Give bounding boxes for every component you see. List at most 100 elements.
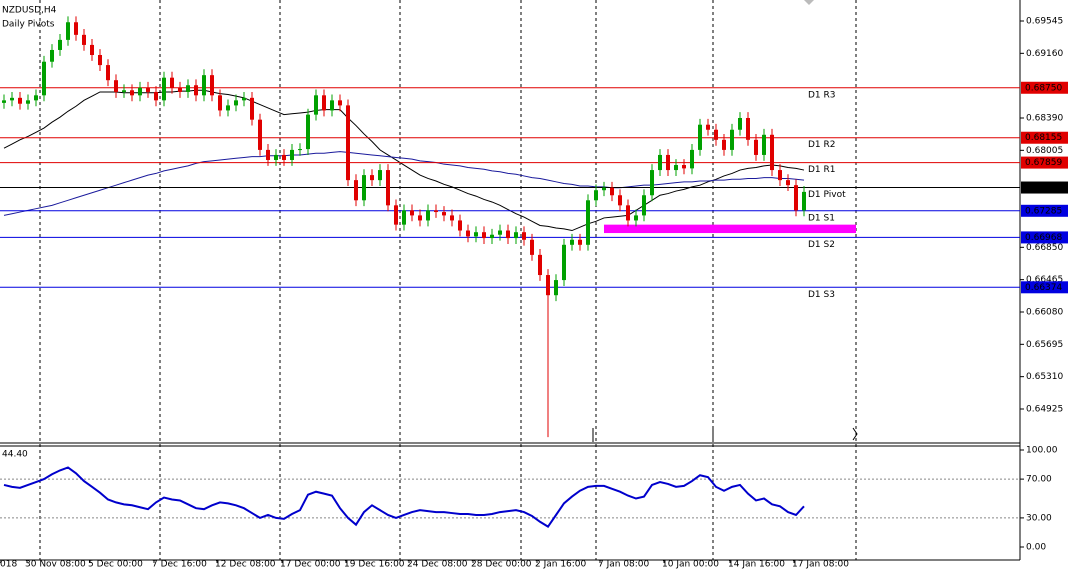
time-label: 24 Dec 08:00 bbox=[407, 560, 468, 570]
shift-marker bbox=[804, 0, 814, 5]
candle-body bbox=[114, 80, 118, 92]
candle-body bbox=[354, 180, 358, 201]
candle-body bbox=[426, 210, 430, 221]
candle-body bbox=[266, 149, 270, 160]
candle-body bbox=[554, 280, 558, 296]
candle-body bbox=[458, 220, 462, 231]
candle-body bbox=[738, 117, 742, 130]
candle-body bbox=[442, 212, 446, 216]
price-box-label: 0.66968 bbox=[1025, 233, 1062, 243]
candle-body bbox=[282, 154, 286, 160]
candle-body bbox=[786, 180, 790, 186]
candle-body bbox=[722, 139, 726, 150]
oscillator-label: 44.40 bbox=[2, 450, 28, 460]
osc-tick-label: 30.00 bbox=[1026, 513, 1052, 523]
price-box-label: 0.68155 bbox=[1025, 133, 1062, 143]
time-label: 12 Dec 08:00 bbox=[215, 560, 276, 570]
indicator-name: Daily Pivots bbox=[2, 20, 55, 30]
candle-body bbox=[386, 170, 390, 206]
y-tick-label: 0.66080 bbox=[1026, 307, 1063, 317]
candle-body bbox=[474, 232, 478, 237]
y-tick-label: 0.68005 bbox=[1026, 146, 1063, 156]
candle-body bbox=[210, 75, 214, 96]
candle-body bbox=[578, 239, 582, 245]
pivot-name: D1 S2 bbox=[808, 240, 835, 250]
price-box bbox=[1021, 81, 1068, 94]
candle-body bbox=[770, 134, 774, 171]
candle-body bbox=[402, 210, 406, 225]
candle-body bbox=[34, 95, 38, 101]
candle-body bbox=[602, 187, 606, 191]
candle-body bbox=[730, 129, 734, 150]
candle-body bbox=[610, 187, 614, 196]
price-box-label: 0.67562 bbox=[1025, 183, 1062, 193]
time-label: 14 Jan 16:00 bbox=[728, 560, 785, 570]
candle-body bbox=[802, 191, 806, 211]
candle-body bbox=[482, 232, 486, 239]
candle-body bbox=[330, 100, 334, 111]
candle-body bbox=[410, 210, 414, 216]
candle-body bbox=[754, 139, 758, 155]
osc-tick-label: 70.00 bbox=[1026, 475, 1052, 485]
candle-body bbox=[450, 215, 454, 221]
candle-body bbox=[106, 65, 110, 81]
candle-body bbox=[490, 234, 494, 239]
candle-body bbox=[394, 205, 398, 225]
candle-body bbox=[618, 195, 622, 206]
candle-body bbox=[794, 185, 798, 211]
candle-body bbox=[314, 95, 318, 115]
marker bbox=[852, 427, 858, 441]
candle-body bbox=[250, 97, 254, 120]
candle-body bbox=[10, 97, 14, 101]
y-tick-label: 0.69545 bbox=[1026, 16, 1063, 26]
candle-body bbox=[546, 275, 550, 296]
price-box bbox=[1021, 181, 1068, 194]
candle-body bbox=[682, 165, 686, 169]
time-label: 5 Dec 00:00 bbox=[88, 560, 143, 570]
candle-body bbox=[162, 77, 166, 101]
price-box-label: 0.67285 bbox=[1025, 206, 1062, 216]
candle-body bbox=[74, 22, 78, 35]
candle-body bbox=[50, 49, 54, 62]
candle-body bbox=[746, 117, 750, 140]
candle-body bbox=[338, 100, 342, 106]
candle-body bbox=[138, 87, 142, 96]
candle-body bbox=[322, 95, 326, 111]
time-label: 30 Nov 08:00 bbox=[25, 560, 86, 570]
candle-body bbox=[762, 134, 766, 155]
candle-body bbox=[2, 100, 6, 103]
candle-body bbox=[274, 154, 278, 160]
candle-body bbox=[650, 170, 654, 196]
time-label: 17 Jan 08:00 bbox=[792, 560, 849, 570]
y-tick-label: 0.68390 bbox=[1026, 113, 1063, 123]
time-label: 28 Dec 00:00 bbox=[471, 560, 532, 570]
oscillator-line bbox=[3, 466, 805, 528]
candle-body bbox=[194, 85, 198, 96]
candle-body bbox=[218, 95, 222, 111]
price-box bbox=[1021, 204, 1068, 217]
candle-body bbox=[570, 239, 574, 245]
pivot-name: D1 S1 bbox=[808, 213, 835, 223]
candle-body bbox=[130, 90, 134, 96]
candle-body bbox=[538, 254, 542, 276]
candle-body bbox=[42, 61, 46, 96]
candle-body bbox=[242, 97, 246, 101]
pivot-name: D1 R2 bbox=[808, 140, 836, 150]
candle-body bbox=[594, 190, 598, 201]
candle-body bbox=[642, 195, 646, 216]
candle-body bbox=[674, 165, 678, 171]
price-box-label: 0.67859 bbox=[1025, 158, 1062, 168]
candle-body bbox=[506, 230, 510, 239]
time-label: 17 Dec 00:00 bbox=[280, 560, 341, 570]
osc-tick-label: 0.00 bbox=[1026, 543, 1046, 553]
candle-body bbox=[306, 114, 310, 150]
pivot-name: D1 R1 bbox=[808, 165, 836, 175]
candle-body bbox=[202, 75, 206, 96]
price-box bbox=[1021, 281, 1068, 294]
candle-body bbox=[290, 149, 294, 160]
y-tick-label: 0.66465 bbox=[1026, 275, 1063, 285]
pivot-name: D1 Pivot bbox=[808, 190, 846, 200]
candle-body bbox=[522, 232, 526, 240]
